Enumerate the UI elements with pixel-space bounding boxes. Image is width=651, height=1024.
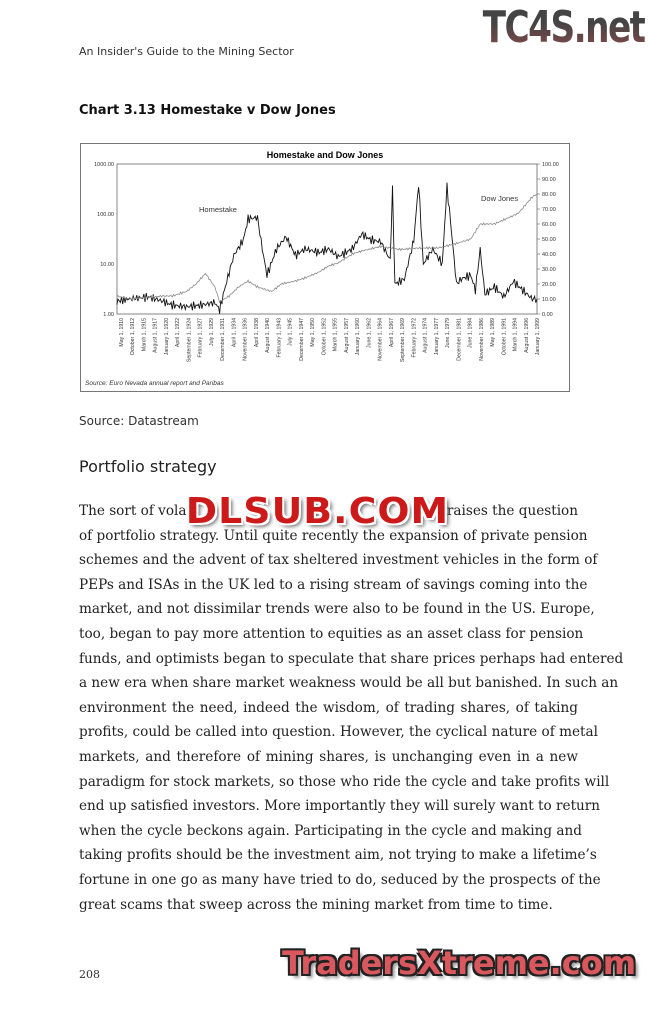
body-line: taking profits should be the investment …: [79, 847, 597, 864]
x-axis-tick-label: October 1, 1991: [501, 318, 507, 355]
body-fragment: raises the question: [446, 503, 578, 519]
body-line: funds, and optimists began to speculate …: [79, 650, 624, 667]
watermark-dlsub: DLSUB.COM: [185, 491, 450, 532]
body-line: market, and not dissimilar trends were a…: [79, 601, 595, 618]
body-line: The sort of volat raises the question: [79, 499, 578, 524]
right-axis-tick-label: 30.00: [542, 267, 556, 273]
watermark-logo-top: TC4S.net: [483, 2, 646, 53]
series-label-dow-jones: Dow Jones: [481, 194, 518, 203]
body-line: when the cycle beckons again. Participat…: [79, 822, 582, 839]
x-axis-tick-label: April 1, 1967: [389, 318, 395, 347]
body-line: end up satisfied investors. More importa…: [79, 798, 601, 815]
chart-svg: Homestake and Dow Jones 1.00 10.00 100.00 1…: [85, 150, 559, 387]
x-axis-tick-label: April 1, 1922: [175, 318, 181, 347]
x-axis-tick-label: August 1, 1957: [344, 318, 350, 353]
x-axis-tick-label: February 1, 1927: [198, 318, 204, 358]
left-axis-tick-label: 100.00: [97, 212, 114, 218]
right-axis-tick-label: 70.00: [542, 207, 556, 213]
body-line: environment the need, indeed the wisdom,…: [79, 699, 578, 716]
left-axis-tick-label: 1000.00: [94, 162, 114, 168]
x-axis-tick-label: February 1, 1943: [276, 318, 282, 358]
right-axis-tick-label: 20.00: [542, 282, 556, 288]
body-line: paradigm for stock markets, so those who…: [79, 773, 610, 790]
body-text: The sort of volat raises the question of…: [79, 499, 624, 917]
x-axis-tick-label: November 1, 1986: [479, 318, 485, 361]
watermark-tradersxtreme: TradersXtreme.com: [282, 944, 637, 982]
series-label-homestake: Homestake: [199, 205, 237, 214]
x-axis-tick-label: March 1, 1994: [513, 318, 519, 351]
x-axis-tick-label: December 1, 1947: [299, 318, 305, 361]
body-line: too, began to pay more attention to equi…: [79, 625, 584, 642]
x-axis-tick-label: January 1, 1977: [434, 318, 440, 355]
right-axis-tick-label: 40.00: [542, 252, 556, 258]
x-axis-tick-label: October 1, 1912: [130, 318, 136, 355]
x-axis-tick-label: January 1, 1999: [535, 318, 541, 355]
x-axis-tick-label: June 1, 1984: [468, 318, 474, 348]
x-axis-tick-label: August 1, 1940: [265, 318, 271, 353]
x-axis-tick-label: November 1, 1936: [243, 318, 249, 361]
x-axis-tick-label: January 1, 1920: [164, 318, 170, 355]
body-line: great scams that sweep across the mining…: [79, 896, 553, 913]
plot-area: [116, 163, 538, 315]
running-title: An Insider's Guide to the Mining Sector: [79, 45, 294, 58]
body-line: schemes and the advent of tax sheltered …: [79, 552, 598, 569]
x-axis-tick-label: August 1, 1974: [423, 318, 429, 353]
source-line: Source: Datastream: [79, 414, 199, 428]
body-fragment: The sort of volat: [79, 503, 192, 519]
right-axis-tick-label: 100.00: [542, 162, 559, 168]
x-axis-tick-label: November 1, 1964: [378, 318, 384, 361]
x-axis-tick-label: March 1, 1915: [141, 318, 147, 351]
section-heading: Portfolio strategy: [79, 457, 217, 476]
x-axis-tick-label: May 1, 1910: [119, 318, 125, 347]
x-axis-tick-label: September 1, 1924: [186, 318, 192, 362]
left-axis-tick-label: 1.00: [103, 312, 114, 318]
right-axis-tick-label: 60.00: [542, 222, 556, 228]
series-line-homestake: [116, 182, 538, 314]
x-axis-tick-label: May 1, 1989: [490, 318, 496, 347]
page-number: 208: [79, 968, 100, 981]
x-axis-tick-label: June 1, 1962: [366, 318, 372, 348]
right-axis-tick-label: 0.00: [542, 312, 553, 318]
chart: Homestake and Dow Jones 1.00 10.00 100.00 1…: [80, 143, 570, 392]
right-axis-tick-label: 90.00: [542, 177, 556, 183]
body-line: of portfolio strategy. Until quite recen…: [79, 527, 588, 544]
chart-source-note: Source: Euro Nevada annual report and Pa…: [85, 380, 225, 387]
x-axis-tick-label: May 1, 1950: [310, 318, 316, 347]
chart-caption: Chart 3.13 Homestake v Dow Jones: [79, 103, 336, 118]
x-axis-tick-label: April 1, 1934: [231, 318, 237, 347]
x-axis-tick-label: December 1, 1981: [456, 318, 462, 361]
x-axis-tick-label: August 1, 1917: [153, 318, 159, 353]
x-axis-tick-label: June 1, 1979: [445, 318, 451, 348]
x-axis-tick-label: December 1, 1931: [220, 318, 226, 361]
body-line: PEPs and ISAs in the UK led to a rising …: [79, 576, 588, 593]
x-axis-tick-label: October 1, 1952: [321, 318, 327, 355]
x-axis-tick-label: March 1, 1955: [333, 318, 339, 351]
series-line-dow-jones: [116, 193, 538, 304]
right-axis-tick-label: 50.00: [542, 237, 556, 243]
left-axis-tick-label: 10.00: [100, 262, 114, 268]
right-axis-tick-label: 10.00: [542, 297, 556, 303]
body-line: a new era when share market weakness wou…: [79, 675, 619, 692]
x-axis-tick-label: August 1, 1996: [524, 318, 530, 353]
x-axis-tick-label: September 1, 1969: [400, 318, 406, 362]
x-axis-tick-label: January 1, 1960: [355, 318, 361, 355]
x-axis-tick-label: February 1, 1972: [411, 318, 417, 358]
body-line: markets, and therefore of mining shares,…: [79, 748, 578, 765]
chart-title: Homestake and Dow Jones: [267, 150, 384, 160]
x-axis-tick-label: April 1, 1938: [254, 318, 260, 347]
body-line: profits, could be called into question. …: [79, 724, 598, 741]
x-axis-tick-label: July 1, 1945: [288, 318, 294, 346]
body-line: fortune in one go as many have tried to …: [79, 871, 601, 888]
right-axis-tick-label: 80.00: [542, 192, 556, 198]
x-axis-tick-label: July 1, 1929: [209, 318, 215, 346]
